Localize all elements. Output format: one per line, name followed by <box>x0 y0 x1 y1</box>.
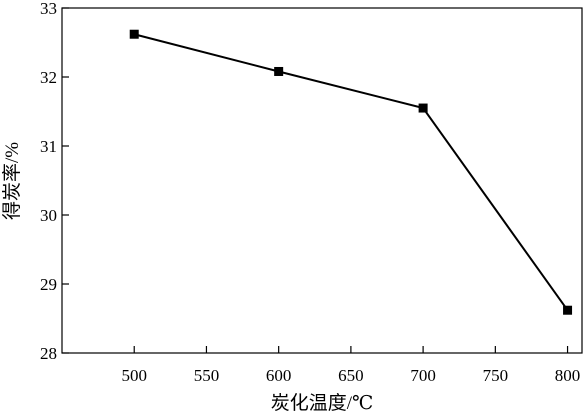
x-tick-label: 550 <box>194 366 220 385</box>
x-tick-label: 500 <box>121 366 147 385</box>
x-axis-label: 炭化温度/℃ <box>271 392 374 414</box>
y-tick-label: 31 <box>40 137 57 156</box>
y-tick-label: 30 <box>40 206 57 225</box>
axes-layer <box>61 7 583 354</box>
x-tick-label: 650 <box>338 366 364 385</box>
x-tick-label: 700 <box>410 366 436 385</box>
data-point-marker <box>129 29 139 39</box>
x-tick-label: 600 <box>266 366 292 385</box>
x-tick-label: 750 <box>483 366 509 385</box>
data-point-marker <box>274 66 284 76</box>
data-point-marker <box>418 103 428 113</box>
x-tick-label: 800 <box>555 366 581 385</box>
y-tick-label: 33 <box>40 0 57 18</box>
series-line <box>133 33 569 311</box>
ticks-layer: 500 550 600 650 700 750 800 28 29 30 31 32 33 <box>40 0 580 385</box>
series-layer <box>129 29 573 315</box>
y-tick-label: 32 <box>40 68 57 87</box>
y-tick-label: 28 <box>40 344 57 363</box>
y-axis-label: 得炭率/% <box>1 142 23 220</box>
plot-frame <box>61 7 583 354</box>
data-point-marker <box>563 305 573 315</box>
y-tick-label: 29 <box>40 275 57 294</box>
